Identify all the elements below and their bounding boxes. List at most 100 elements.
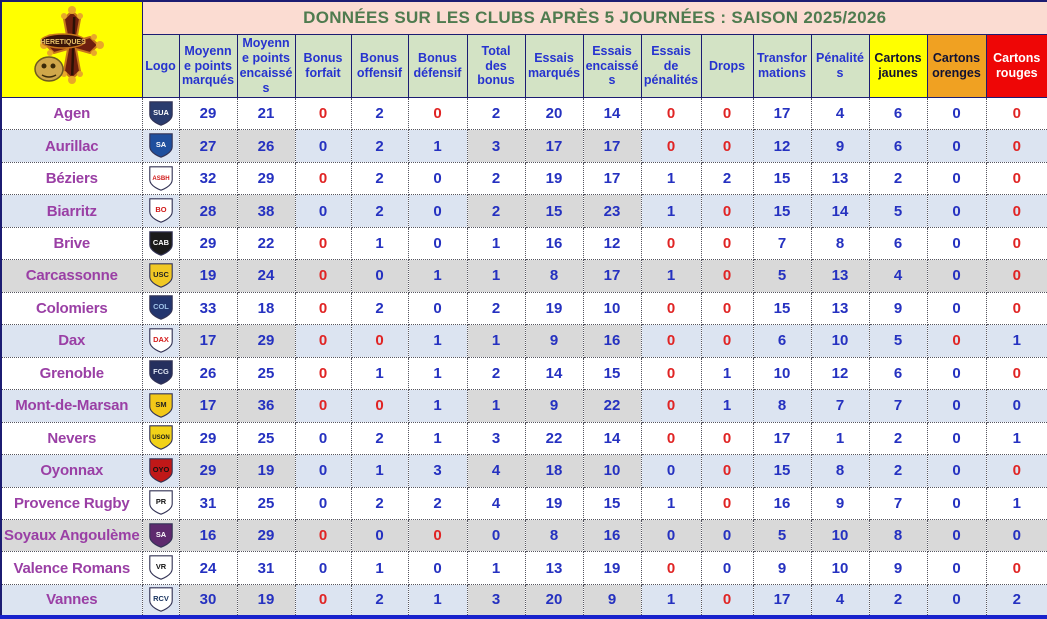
stat-cartons-orenges: 0 <box>926 324 987 358</box>
club-name: Vannes <box>0 583 143 618</box>
stat-cartons-orenges: 0 <box>926 161 987 196</box>
stat-moyenne-points-marques: 29 <box>178 454 238 488</box>
stat-essais-de-penalites: 0 <box>640 324 702 358</box>
stat-cartons-rouges: 1 <box>985 324 1047 358</box>
stat-essais-de-penalites: 0 <box>640 421 702 456</box>
stat-transformations: 15 <box>752 454 812 488</box>
club-logo-cell: PR <box>141 486 180 520</box>
stat-cartons-rouges: 0 <box>985 356 1047 391</box>
column-header-bonus-offensif: Bonus offensif <box>350 33 409 98</box>
club-name: Carcassonne <box>0 259 143 293</box>
stat-cartons-jaunes: 6 <box>868 129 928 163</box>
stat-bonus-defensif: 0 <box>407 194 468 228</box>
stat-essais-marques: 16 <box>524 226 584 261</box>
grenoble-logo-icon: FCG <box>148 360 173 386</box>
occitan-cross-icon: HERETIQUES <box>34 5 104 84</box>
stat-essais-marques: 20 <box>524 583 584 618</box>
stat-cartons-rouges: 0 <box>985 226 1047 261</box>
stat-essais-encaisses: 14 <box>582 421 642 456</box>
stat-cartons-orenges: 0 <box>926 583 987 618</box>
stat-cartons-orenges: 0 <box>926 291 987 326</box>
column-header-drops: Drops <box>700 33 754 98</box>
svg-text:PR: PR <box>155 497 166 506</box>
stat-moyenne-points-encaisses: 36 <box>236 389 296 423</box>
stat-bonus-offensif: 1 <box>350 454 409 488</box>
stat-moyenne-points-marques: 33 <box>178 291 238 326</box>
agen-logo-icon: SUA <box>148 100 173 126</box>
stat-bonus-defensif: 1 <box>407 389 468 423</box>
stat-cartons-orenges: 0 <box>926 518 987 553</box>
stat-bonus-defensif: 0 <box>407 518 468 553</box>
column-header-row: Logo Moyenne points marqués Moyenne points… <box>1 33 1047 98</box>
stat-total-des-bonus: 3 <box>466 421 526 456</box>
stat-bonus-forfait: 0 <box>294 259 352 293</box>
svg-text:OYO: OYO <box>152 465 169 474</box>
stat-essais-encaisses: 12 <box>582 226 642 261</box>
stat-bonus-offensif: 0 <box>350 259 409 293</box>
stat-essais-marques: 13 <box>524 551 584 585</box>
stat-penalites: 12 <box>810 356 870 391</box>
club-row-brive: Brive CAB 29 22 0 1 0 1 16 12 0 0 7 8 6 0 0 <box>0 226 1047 261</box>
stat-total-des-bonus: 4 <box>466 454 526 488</box>
stat-cartons-jaunes: 2 <box>868 161 928 196</box>
stat-moyenne-points-encaisses: 29 <box>236 518 296 553</box>
stat-moyenne-points-encaisses: 31 <box>236 551 296 585</box>
club-logo-cell: SM <box>141 389 180 423</box>
stat-moyenne-points-encaisses: 26 <box>236 129 296 163</box>
club-logo-cell: SUA <box>141 96 180 131</box>
stat-bonus-defensif: 0 <box>407 551 468 585</box>
stat-essais-encaisses: 10 <box>582 454 642 488</box>
stat-cartons-jaunes: 6 <box>868 96 928 131</box>
stat-transformations: 17 <box>752 96 812 131</box>
club-name: Aurillac <box>0 129 143 163</box>
stat-cartons-jaunes: 5 <box>868 324 928 358</box>
stat-drops: 0 <box>700 583 754 618</box>
stat-essais-de-penalites: 1 <box>640 259 702 293</box>
stat-essais-de-penalites: 1 <box>640 583 702 618</box>
stat-cartons-rouges: 0 <box>985 551 1047 585</box>
stat-transformations: 17 <box>752 583 812 618</box>
stat-cartons-orenges: 0 <box>926 96 987 131</box>
stat-penalites: 9 <box>810 486 870 520</box>
stat-cartons-rouges: 0 <box>985 454 1047 488</box>
title-row: HERETIQUES DONNÉES SUR LES CLUBS APRÈS 5… <box>0 0 1047 98</box>
stat-moyenne-points-marques: 26 <box>178 356 238 391</box>
stat-cartons-jaunes: 5 <box>868 194 928 228</box>
stat-penalites: 10 <box>810 518 870 553</box>
svg-text:SA: SA <box>155 530 166 539</box>
svg-text:VR: VR <box>155 562 166 571</box>
stat-essais-de-penalites: 0 <box>640 129 702 163</box>
stat-cartons-jaunes: 8 <box>868 518 928 553</box>
column-header-transformations: Transformations <box>752 33 812 98</box>
stat-essais-de-penalites: 0 <box>640 454 702 488</box>
stat-bonus-defensif: 1 <box>407 583 468 618</box>
stat-cartons-orenges: 0 <box>926 194 987 228</box>
stat-bonus-defensif: 0 <box>407 291 468 326</box>
stat-moyenne-points-marques: 30 <box>178 583 238 618</box>
club-logo-cell: CAB <box>141 226 180 261</box>
stat-bonus-defensif: 0 <box>407 226 468 261</box>
stat-cartons-orenges: 0 <box>926 259 987 293</box>
club-logo-cell: SA <box>141 129 180 163</box>
stat-essais-de-penalites: 0 <box>640 226 702 261</box>
stat-cartons-orenges: 0 <box>926 389 987 423</box>
stat-essais-marques: 9 <box>524 389 584 423</box>
stat-moyenne-points-marques: 27 <box>178 129 238 163</box>
stat-bonus-forfait: 0 <box>294 518 352 553</box>
stat-bonus-offensif: 2 <box>350 129 409 163</box>
stat-cartons-jaunes: 2 <box>868 583 928 618</box>
stat-essais-encaisses: 22 <box>582 389 642 423</box>
stat-essais-de-penalites: 0 <box>640 356 702 391</box>
stat-moyenne-points-marques: 19 <box>178 259 238 293</box>
stat-essais-marques: 19 <box>524 291 584 326</box>
stat-essais-marques: 22 <box>524 421 584 456</box>
stat-moyenne-points-marques: 29 <box>178 421 238 456</box>
colomiers-logo-icon: COL <box>148 295 173 321</box>
stat-cartons-rouges: 0 <box>985 161 1047 196</box>
stat-drops: 0 <box>700 421 754 456</box>
stat-bonus-forfait: 0 <box>294 291 352 326</box>
stat-moyenne-points-marques: 17 <box>178 324 238 358</box>
stat-bonus-defensif: 2 <box>407 486 468 520</box>
stat-moyenne-points-encaisses: 38 <box>236 194 296 228</box>
